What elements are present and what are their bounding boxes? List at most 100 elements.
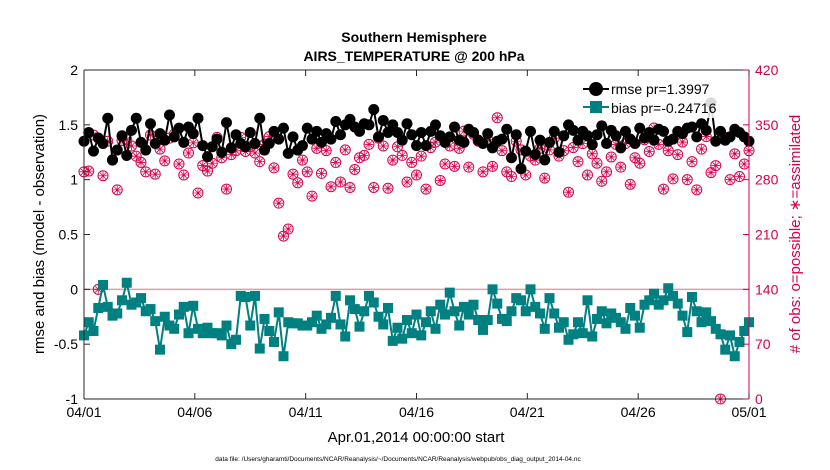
bias-point xyxy=(387,335,398,346)
bias-point xyxy=(539,323,550,334)
bias-point xyxy=(729,351,740,362)
obs-assimilated-star xyxy=(345,183,355,192)
bias-point xyxy=(402,315,412,326)
rmse-point xyxy=(510,129,522,141)
obs-assimilated-star xyxy=(521,170,530,180)
obs-possible-circle xyxy=(491,112,503,124)
bias-point xyxy=(188,300,199,311)
obs-assimilated-star xyxy=(564,187,573,197)
obs-possible-circle xyxy=(487,160,498,172)
obs-marker xyxy=(463,161,475,173)
obs-marker xyxy=(173,158,185,170)
bias-point xyxy=(273,307,284,318)
obs-marker xyxy=(282,223,294,235)
rmse-point xyxy=(572,134,584,146)
bias-point xyxy=(668,290,678,301)
rmse-point xyxy=(116,130,128,142)
obs-assimilated-star xyxy=(702,132,711,141)
obs-possible-circle xyxy=(710,160,722,172)
obs-assimilated-star xyxy=(497,146,507,155)
bias-point xyxy=(444,287,455,298)
obs-possible-circle xyxy=(624,178,636,190)
obs-assimilated-star xyxy=(141,167,150,177)
rmse-point xyxy=(501,123,513,135)
rmse-point xyxy=(458,136,470,148)
obs-possible-circle xyxy=(282,223,294,235)
obs-possible-circle xyxy=(401,176,413,188)
obs-possible-circle xyxy=(420,183,432,195)
obs-possible-circle xyxy=(173,158,185,170)
obs-marker xyxy=(539,172,551,184)
legend-box xyxy=(578,76,744,118)
obs-marker xyxy=(349,163,361,175)
data-file-footnote: data file: /Users/gharamti/Documents/NCA… xyxy=(215,456,581,463)
obs-possible-circle xyxy=(192,187,204,199)
obs-marker xyxy=(335,176,346,188)
bias-point xyxy=(687,292,697,303)
obs-marker xyxy=(634,157,646,169)
y-tick-label-right: 280 xyxy=(755,172,779,188)
obs-possible-circle xyxy=(634,157,646,169)
rmse-point xyxy=(534,134,546,146)
obs-assimilated-star xyxy=(98,171,108,180)
bias-point xyxy=(269,336,279,347)
rmse-point xyxy=(325,133,337,145)
rmse-point xyxy=(615,142,627,154)
x-tick-label: 05/01 xyxy=(731,404,766,420)
bias-point xyxy=(677,310,688,321)
x-axis-label: Apr.01,2014 00:00:00 start xyxy=(328,429,506,446)
rmse-point xyxy=(406,129,418,141)
obs-assimilated-star xyxy=(597,176,606,186)
obs-marker xyxy=(596,175,608,187)
rmse-point xyxy=(159,134,171,146)
bias-point xyxy=(682,327,693,338)
bias-point xyxy=(734,336,745,347)
obs-assimilated-star xyxy=(336,177,345,187)
bias-point xyxy=(582,295,593,306)
rmse-point xyxy=(211,133,223,145)
obs-possible-circle xyxy=(368,182,380,193)
obs-marker xyxy=(149,168,161,180)
bias-point xyxy=(373,311,384,322)
obs-possible-circle xyxy=(691,184,703,196)
bias-point xyxy=(359,306,370,317)
rmse-point xyxy=(411,140,422,152)
bias-point xyxy=(121,277,132,288)
obs-marker xyxy=(159,155,171,167)
bias-point xyxy=(725,330,735,341)
obs-marker xyxy=(605,151,617,163)
bias-point xyxy=(383,302,393,313)
bias-point xyxy=(596,306,607,317)
y-ticks-right: 0 70 140 210 280 350 420 xyxy=(743,62,779,407)
bias-point xyxy=(330,290,341,301)
rmse-point xyxy=(335,129,346,141)
obs-assimilated-star xyxy=(573,157,583,166)
obs-marker xyxy=(292,177,304,189)
obs-assimilated-star xyxy=(626,180,635,189)
bias-point xyxy=(478,324,488,335)
obs-marker xyxy=(601,166,612,178)
rmse-point xyxy=(544,136,555,148)
rmse-point xyxy=(273,133,285,145)
rmse-point xyxy=(192,112,204,124)
obs-marker xyxy=(358,149,370,161)
bias-point xyxy=(549,308,560,319)
obs-marker xyxy=(111,184,123,196)
obs-marker xyxy=(686,156,698,168)
bias-point xyxy=(250,290,260,301)
obs-possible-circle xyxy=(126,140,137,152)
bias-point xyxy=(554,322,564,333)
obs-assimilated-star xyxy=(383,184,393,193)
obs-marker xyxy=(506,171,517,183)
obs-assimilated-star xyxy=(488,162,497,171)
obs-possible-circle xyxy=(159,155,171,167)
obs-assimilated-star xyxy=(630,153,640,162)
bias-point xyxy=(468,299,479,310)
obs-possible-circle xyxy=(273,197,285,209)
bias-point xyxy=(459,301,469,312)
obs-marker xyxy=(658,183,669,195)
bias-point xyxy=(587,331,598,342)
obs-assimilated-star xyxy=(341,145,350,155)
y-tick-label-left: 1.5 xyxy=(59,117,79,133)
x-tick-label: 04/01 xyxy=(66,404,101,420)
